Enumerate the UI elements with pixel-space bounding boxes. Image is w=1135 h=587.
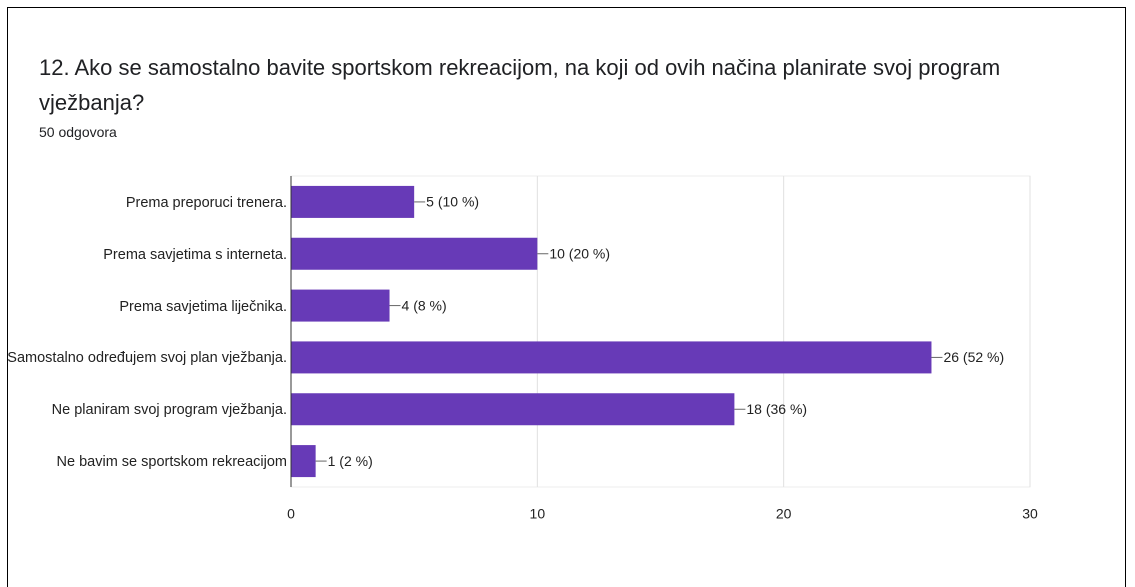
bar [291,237,538,270]
y-tick-label: Ne planiram svoj program vježbanja. [51,402,287,419]
y-tick-label: Prema savjetima s interneta. [103,246,287,263]
value-label: 26 (52 %) [943,349,1004,365]
x-tick-label: 30 [1022,506,1038,522]
y-tick-label: Ne bavim se sportskom rekreacijom [56,454,287,471]
value-label: 5 (10 %) [426,194,479,210]
chart-title: 12. Ako se samostalno bavite sportskom r… [39,55,1001,115]
card-border [7,7,1126,587]
bar [291,185,415,218]
x-tick-label: 10 [530,506,546,522]
plot-area [290,175,1031,488]
y-tick-label: Prema savjetima liječnika. [119,298,287,315]
y-tick-label: Samostalno određujem svoj plan vježbanja… [7,350,287,367]
bar [291,341,932,374]
bar [291,445,316,478]
value-label: 4 (8 %) [402,297,447,313]
bar [291,289,390,322]
value-label: 18 (36 %) [746,401,807,417]
y-tick-label: Prema preporuci trenera. [125,194,287,211]
x-tick-label: 20 [776,506,792,522]
bar [291,393,735,426]
chart-subtitle: 50 odgovora [39,124,117,140]
value-label: 10 (20 %) [549,245,610,261]
x-tick-label: 0 [287,506,295,522]
value-label: 1 (2 %) [328,453,373,469]
